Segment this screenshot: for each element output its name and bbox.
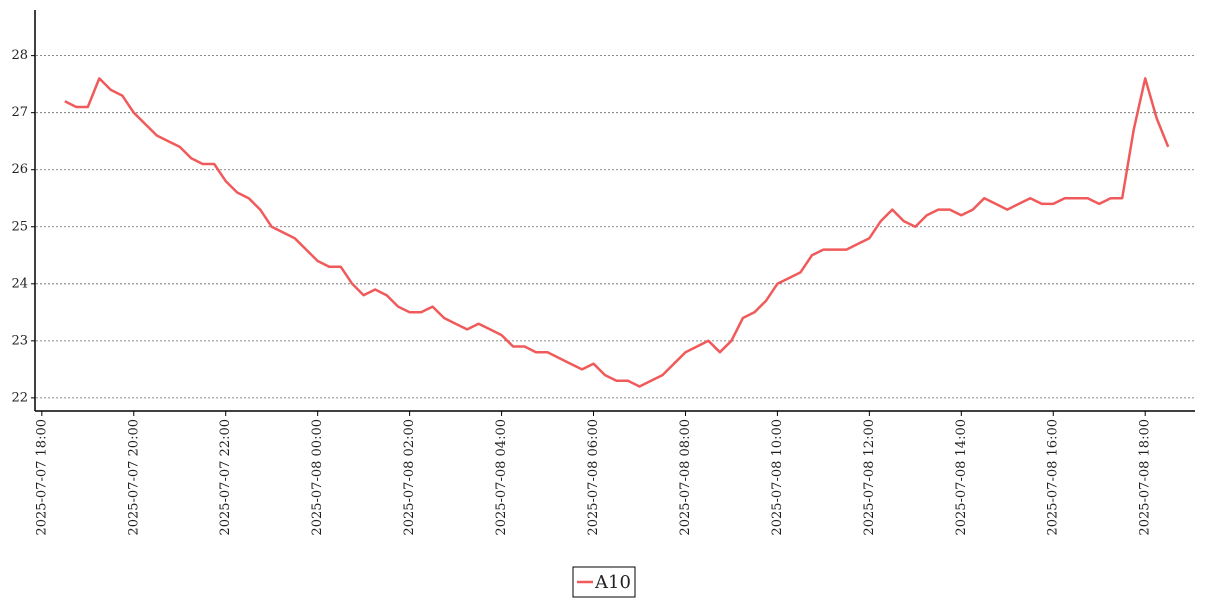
legend-label: A10 bbox=[594, 572, 631, 593]
y-tick-label: 23 bbox=[11, 333, 28, 348]
x-tick-label: 2025-07-07 20:00 bbox=[126, 419, 141, 536]
x-tick-label: 2025-07-08 14:00 bbox=[954, 419, 969, 536]
y-tick-label: 27 bbox=[11, 105, 28, 120]
x-tick-label: 2025-07-07 22:00 bbox=[218, 419, 233, 536]
y-tick-label: 25 bbox=[11, 219, 28, 234]
x-tick-label: 2025-07-07 18:00 bbox=[34, 419, 49, 536]
y-tick-label: 24 bbox=[11, 276, 28, 291]
x-tick-label: 2025-07-08 16:00 bbox=[1046, 419, 1061, 536]
x-tick-label: 2025-07-08 06:00 bbox=[586, 419, 601, 536]
data-line bbox=[64, 77, 1170, 388]
x-tick-label: 2025-07-08 18:00 bbox=[1138, 419, 1153, 536]
x-tick-label: 2025-07-08 02:00 bbox=[402, 419, 417, 536]
y-tick-label: 22 bbox=[11, 390, 28, 405]
x-tick-label: 2025-07-08 08:00 bbox=[678, 419, 693, 536]
y-tick-label: 28 bbox=[11, 48, 28, 63]
x-tick-label: 2025-07-08 04:00 bbox=[494, 419, 509, 536]
y-tick-label: 26 bbox=[11, 162, 28, 177]
x-tick-label: 2025-07-08 00:00 bbox=[310, 419, 325, 536]
x-tick-label: 2025-07-08 10:00 bbox=[770, 419, 785, 536]
x-tick-label: 2025-07-08 12:00 bbox=[862, 419, 877, 536]
